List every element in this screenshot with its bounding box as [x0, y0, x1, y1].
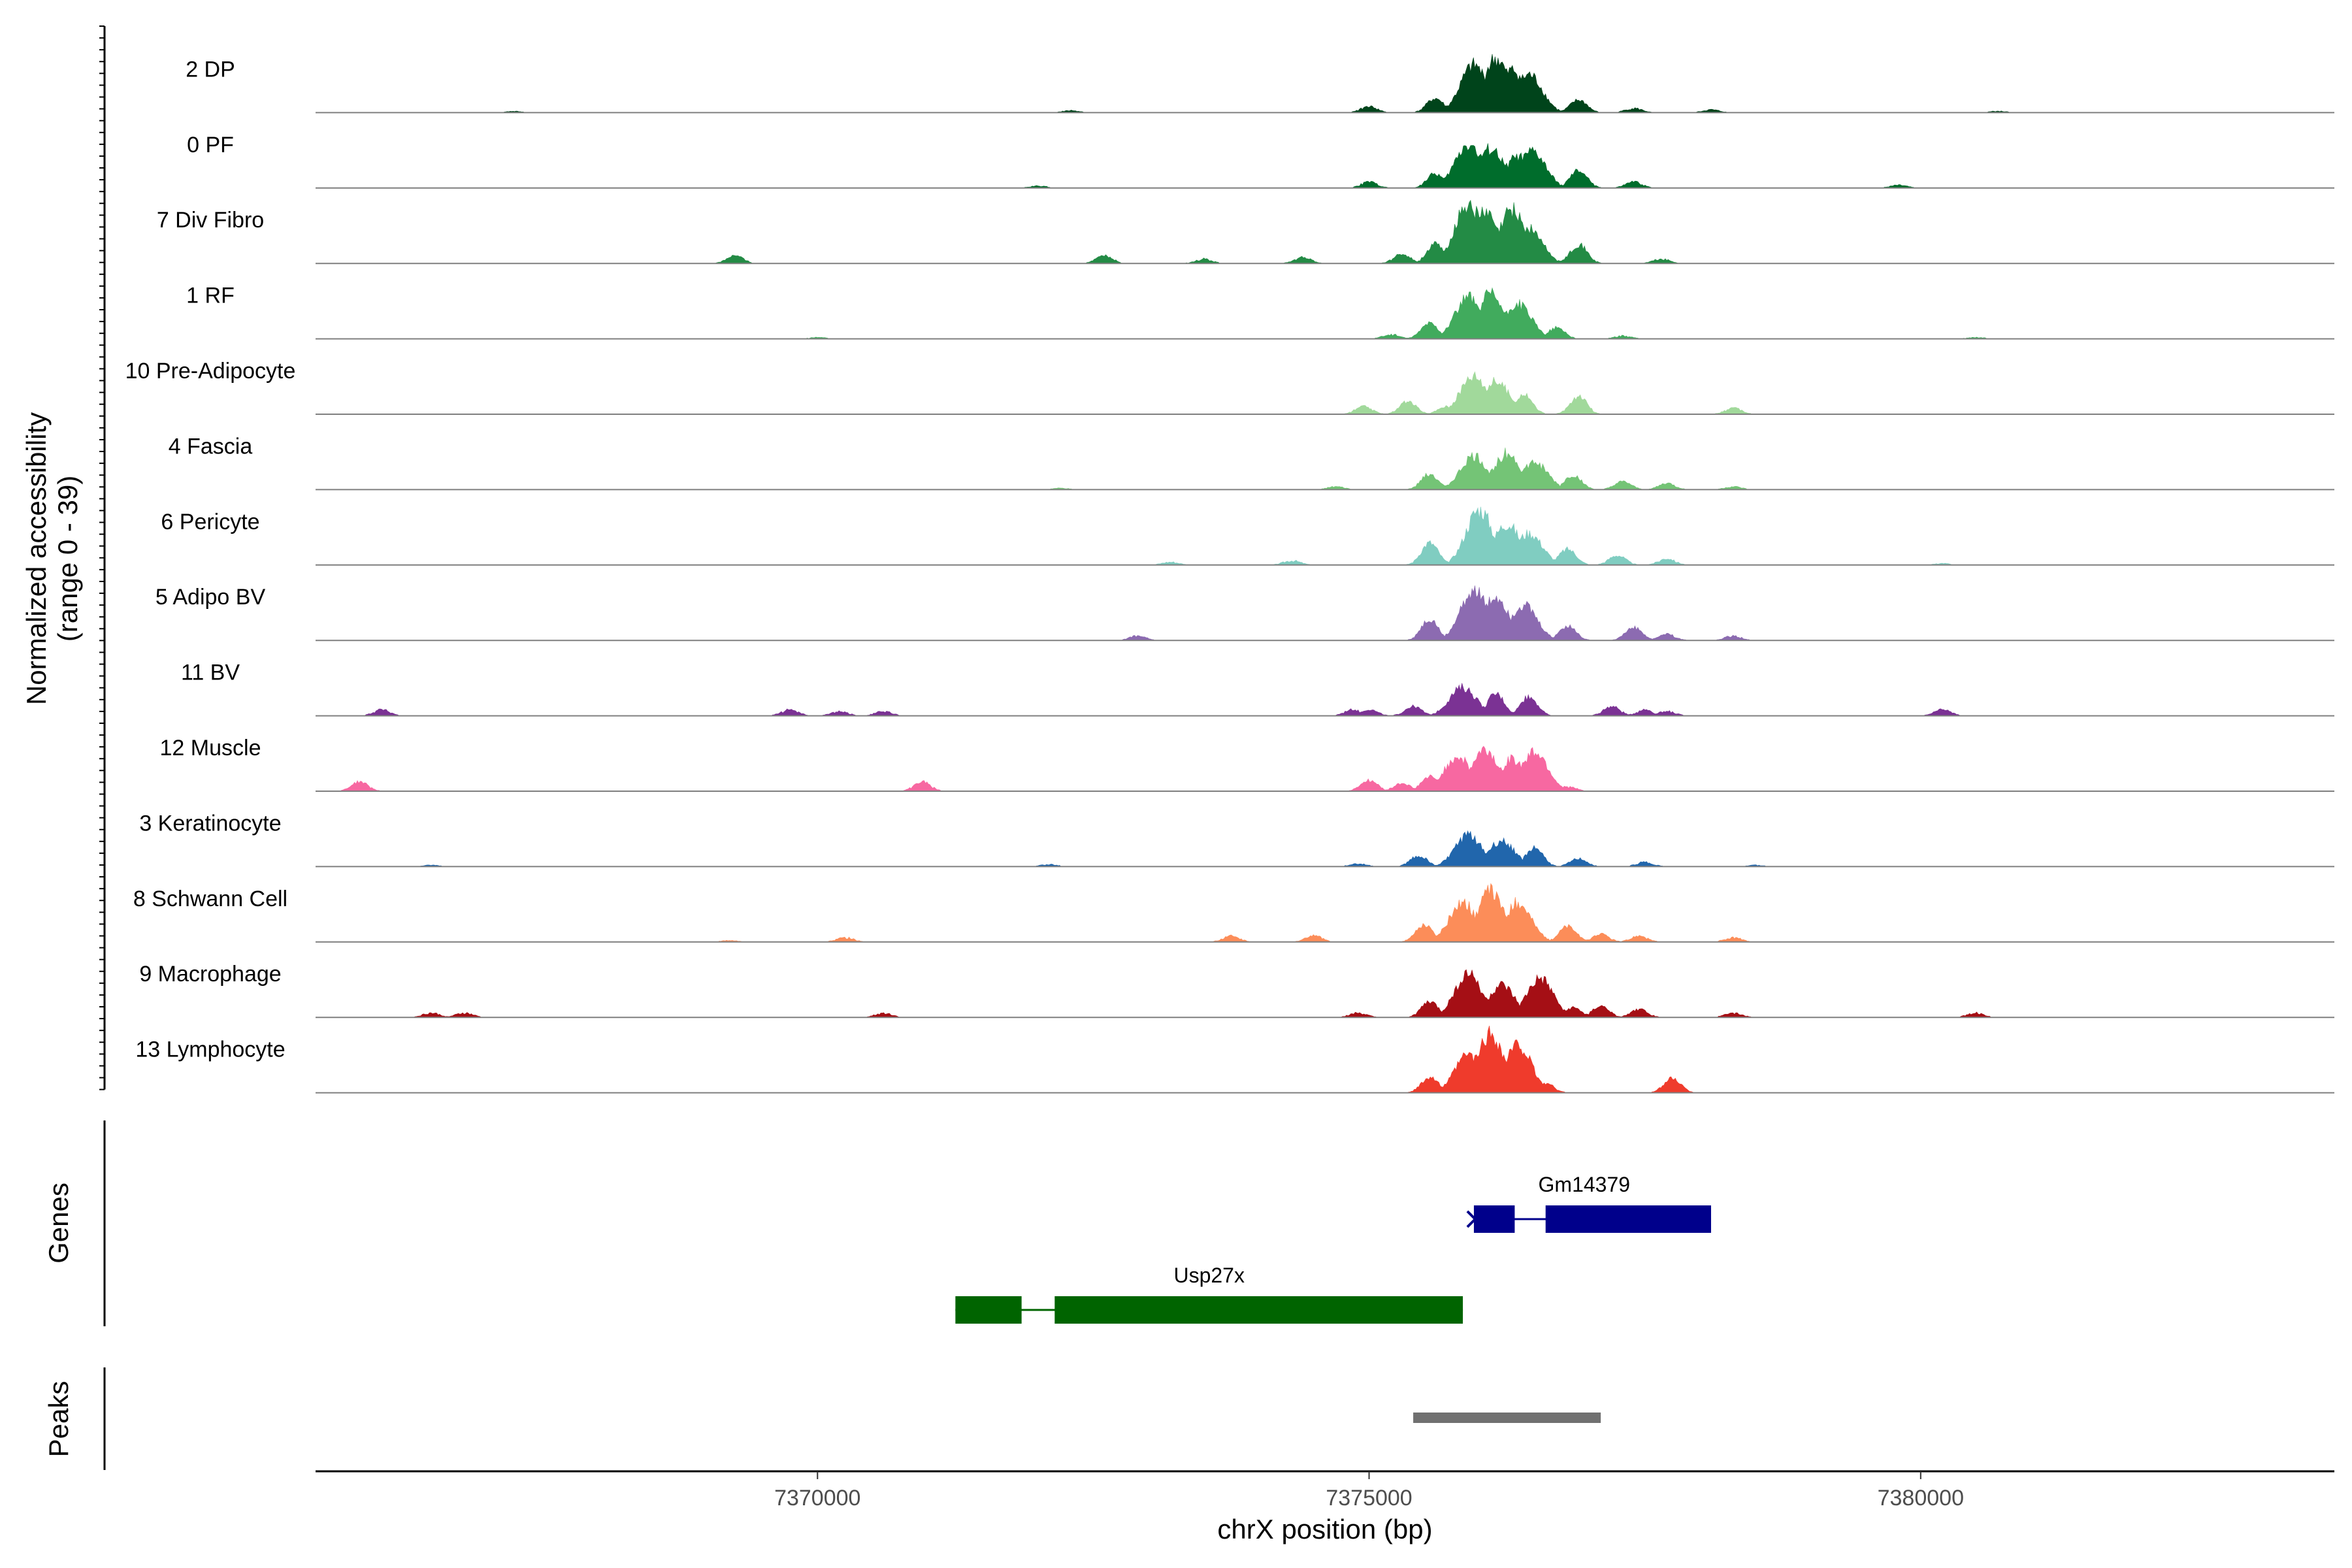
track-4: 1 RF	[186, 284, 2334, 340]
coverage-area	[316, 883, 2334, 943]
track-10: 12 Muscle	[160, 736, 2334, 792]
track-2: 0 PF	[187, 133, 2334, 189]
y-axis-title: Normalized accessibility (range 0 - 39)	[21, 412, 83, 705]
coverage-area	[316, 143, 2334, 189]
track-label: 5 Adipo BV	[155, 585, 266, 610]
coverage-area	[316, 199, 2334, 264]
track-label: 1 RF	[186, 284, 235, 308]
gene-exon	[955, 1296, 1022, 1324]
peaks-panel-title: Peaks	[43, 1381, 74, 1458]
track-14: 13 Lymphocyte	[135, 1026, 2334, 1094]
track-12: 8 Schwann Cell	[133, 883, 2334, 943]
track-label: 12 Muscle	[160, 736, 261, 760]
coverage-area	[316, 585, 2334, 641]
gene-Gm14379: Gm14379	[1466, 1173, 1711, 1233]
coverage-area	[316, 506, 2334, 566]
coverage-area	[316, 287, 2334, 339]
track-11: 3 Keratinocyte	[139, 811, 2334, 868]
track-label: 9 Macrophage	[139, 962, 281, 987]
coverage-area	[316, 371, 2334, 415]
coverage-area	[316, 448, 2334, 490]
track-label: 2 DP	[186, 57, 235, 82]
track-8: 5 Adipo BV	[155, 585, 2334, 642]
coverage-area	[316, 745, 2334, 792]
x-axis: 7370000 7375000 7380000 chrX position (bp)	[316, 1470, 2334, 1544]
gene-label: Usp27x	[1173, 1264, 1245, 1287]
coverage-area	[316, 830, 2334, 867]
x-tick-label: 7375000	[1326, 1486, 1412, 1511]
track-1: 2 DP	[186, 54, 2334, 114]
track-label: 8 Schwann Cell	[133, 887, 287, 911]
y-axis-title-line-2: (range 0 - 39)	[52, 476, 83, 642]
peaks-panel: Peaks	[43, 1367, 1601, 1470]
coverage-area	[316, 1026, 2334, 1093]
track-7: 6 Pericyte	[161, 506, 2334, 566]
track-label: 13 Lymphocyte	[135, 1037, 285, 1062]
track-6: 4 Fascia	[169, 434, 2334, 491]
peak-region	[1413, 1413, 1601, 1423]
x-axis-title: chrX position (bp)	[1217, 1514, 1432, 1544]
track-label: 4 Fascia	[169, 434, 253, 459]
y-axis	[99, 25, 106, 1090]
coverage-area	[316, 969, 2334, 1018]
coverage-area	[316, 683, 2334, 716]
track-label: 6 Pericyte	[161, 510, 259, 534]
x-tick-label: 7370000	[774, 1486, 860, 1511]
gene-exon	[1473, 1205, 1515, 1233]
gene-Usp27x: Usp27x	[955, 1264, 1463, 1324]
genes-panel: Genes Gm14379 Usp27x	[43, 1120, 1711, 1326]
track-label: 3 Keratinocyte	[139, 811, 281, 836]
coverage-area	[316, 54, 2334, 113]
gene-label: Gm14379	[1539, 1173, 1631, 1196]
track-label: 0 PF	[187, 133, 234, 157]
gene-exon	[1545, 1205, 1711, 1233]
strand-arrow-icon	[1466, 1210, 1477, 1228]
y-axis-title-line-1: Normalized accessibility	[21, 412, 52, 705]
x-tick-label: 7380000	[1878, 1486, 1964, 1511]
track-3: 7 Div Fibro	[157, 199, 2334, 265]
track-label: 10 Pre-Adipocyte	[125, 359, 296, 384]
track-5: 10 Pre-Adipocyte	[125, 359, 2334, 415]
track-13: 9 Macrophage	[139, 962, 2334, 1019]
accessibility-tracks: 2 DP 0 PF 7 Div Fibro 1 RF 10 Pre-Adipocyte 4…	[125, 54, 2334, 1094]
track-label: 11 BV	[181, 661, 240, 685]
track-9: 11 BV	[181, 661, 2334, 717]
gene-exon	[1054, 1296, 1463, 1324]
genes-panel-title: Genes	[43, 1183, 74, 1264]
track-label: 7 Div Fibro	[157, 208, 264, 233]
